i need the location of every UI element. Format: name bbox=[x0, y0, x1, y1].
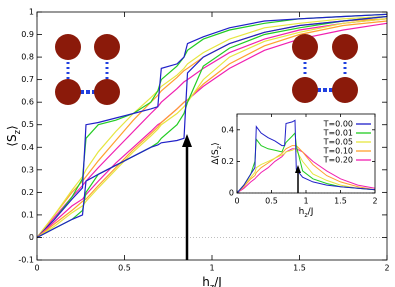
series-line bbox=[36, 20, 388, 238]
y-tick-label: 0 bbox=[29, 233, 34, 242]
x-axis-label-part: h bbox=[299, 207, 305, 217]
series-line bbox=[36, 13, 388, 238]
x-tick-label: 0.5 bbox=[118, 264, 131, 273]
x-axis-label-part: /J bbox=[214, 275, 222, 287]
x-axis-label: hz/J bbox=[202, 275, 222, 287]
y-tick-label: -0.1 bbox=[18, 256, 34, 265]
series-line bbox=[236, 148, 376, 194]
inset-background bbox=[237, 114, 375, 193]
y-axis-label-part: Δ⟨S bbox=[211, 149, 221, 165]
x-tick-label: 2 bbox=[372, 197, 377, 206]
y-axis-label: ⟨Sz⟩ bbox=[5, 125, 22, 146]
x-tick-label: 2 bbox=[384, 264, 389, 273]
legend-label: T=0.10 bbox=[323, 147, 353, 156]
legend-label: T=0.05 bbox=[323, 138, 353, 147]
x-axis-label-part: z bbox=[304, 212, 308, 219]
main-arrow bbox=[182, 134, 192, 260]
legend-label: T=0.00 bbox=[323, 120, 353, 129]
x-axis-label-part: h bbox=[202, 275, 210, 287]
main-plot: 0 0.5 1 1.5 2-0.100.10.20.30.40.50.60.70.80.… bbox=[5, 8, 390, 287]
y-tick-label: 0 bbox=[229, 189, 234, 198]
y-tick-label: 0.7 bbox=[21, 75, 34, 84]
series-line bbox=[36, 15, 388, 239]
y-tick-label: 0.6 bbox=[21, 98, 34, 107]
x-axis-label: hz/J bbox=[299, 207, 314, 219]
y-axis-label-part: ⟩ bbox=[5, 125, 19, 130]
y-tick-label: 0.3 bbox=[21, 165, 34, 174]
x-tick-label: 0 bbox=[34, 264, 39, 273]
series-line bbox=[36, 22, 388, 238]
lattice-left bbox=[55, 34, 120, 105]
y-tick-label: 0.2 bbox=[21, 188, 34, 197]
y-axis-label-part: ⟨S bbox=[5, 134, 19, 146]
y-tick-label: 0.1 bbox=[21, 210, 34, 219]
lattice-right bbox=[292, 34, 358, 103]
y-tick-label: 0.4 bbox=[21, 143, 34, 152]
x-tick-label: 1 bbox=[209, 264, 214, 273]
x-tick-label: 1.5 bbox=[334, 197, 347, 206]
series-line bbox=[236, 119, 376, 194]
y-tick-label: 0.8 bbox=[21, 53, 34, 62]
y-tick-label: 0.5 bbox=[21, 120, 34, 129]
y-axis-label-part: z bbox=[12, 129, 22, 134]
x-axis-label-part: /J bbox=[308, 207, 314, 217]
x-tick-label: 0.5 bbox=[265, 197, 278, 206]
inset-plot: 0 0.5 1 1.5 200.20.4hz/JΔ⟨Sz⟩T=0.20T=0.10T=0… bbox=[211, 113, 378, 219]
y-tick-label: 0.2 bbox=[221, 157, 234, 166]
y-axis-label-part: z bbox=[216, 145, 223, 149]
series-line bbox=[236, 145, 376, 194]
legend-label: T=0.20 bbox=[323, 156, 353, 165]
y-tick-label: 1 bbox=[29, 8, 34, 17]
x-tick-label: 1 bbox=[303, 197, 308, 206]
x-tick-label: 0 bbox=[234, 197, 239, 206]
y-axis-label-part: ⟩ bbox=[211, 142, 221, 146]
inset-arrow bbox=[295, 165, 301, 193]
x-axis-label-part: z bbox=[210, 282, 215, 287]
legend-label: T=0.01 bbox=[323, 129, 353, 138]
y-tick-label: 0.4 bbox=[221, 125, 234, 134]
y-axis-label: Δ⟨Sz⟩ bbox=[211, 142, 223, 164]
y-tick-label: 0.9 bbox=[21, 30, 34, 39]
x-tick-label: 1.5 bbox=[293, 264, 306, 273]
